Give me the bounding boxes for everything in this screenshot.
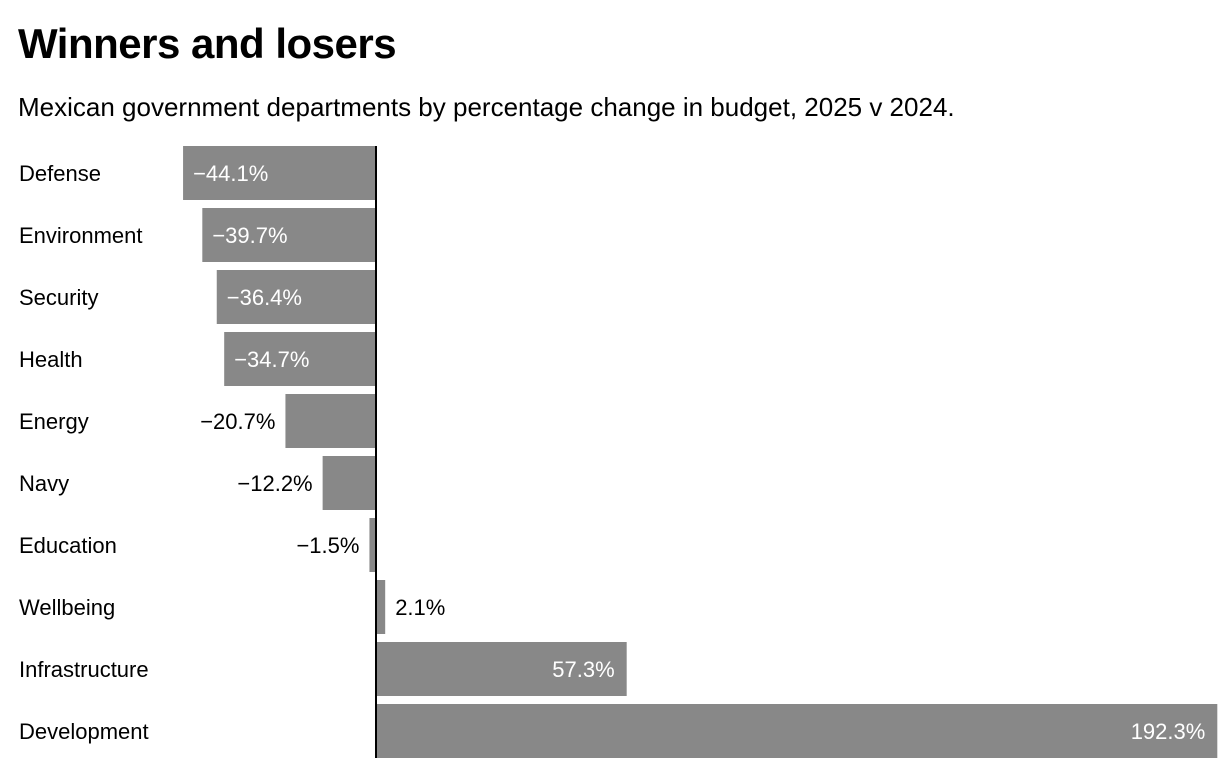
bar xyxy=(322,456,376,510)
bar-row: Navy −12.2% xyxy=(19,456,376,510)
category-label: Security xyxy=(19,285,98,310)
chart-subtitle: Mexican government departments by percen… xyxy=(18,92,955,122)
bar xyxy=(183,146,376,200)
value-label: 57.3% xyxy=(552,657,614,682)
bar xyxy=(285,394,376,448)
bar xyxy=(224,332,376,386)
bar-row: Development 192.3% xyxy=(19,704,1218,758)
value-label: −39.7% xyxy=(212,223,287,248)
bar-row: Wellbeing 2.1% xyxy=(19,580,445,634)
bar-row: Security −36.4% xyxy=(19,270,376,324)
value-label: 192.3% xyxy=(1131,719,1206,744)
category-label: Navy xyxy=(19,471,69,496)
bar-row: Health −34.7% xyxy=(19,332,376,386)
category-label: Infrastructure xyxy=(19,657,149,682)
category-label: Wellbeing xyxy=(19,595,115,620)
value-label: −36.4% xyxy=(227,285,302,310)
chart-title: Winners and losers xyxy=(18,20,397,67)
bar-row: Education −1.5% xyxy=(19,518,376,572)
value-label: −20.7% xyxy=(200,409,275,434)
value-label: 2.1% xyxy=(395,595,445,620)
bar-row: Infrastructure 57.3% xyxy=(19,642,627,696)
value-label: −1.5% xyxy=(296,533,359,558)
value-label: −12.2% xyxy=(237,471,312,496)
category-label: Defense xyxy=(19,161,101,186)
bar xyxy=(216,270,376,324)
bar xyxy=(376,704,1218,758)
bar xyxy=(202,208,376,262)
bar-row: Energy −20.7% xyxy=(19,394,376,448)
bar xyxy=(376,580,386,634)
bar-row: Environment −39.7% xyxy=(19,208,376,262)
value-label: −34.7% xyxy=(234,347,309,372)
category-label: Development xyxy=(19,719,149,744)
bar-row: Defense −44.1% xyxy=(19,146,376,200)
value-label: −44.1% xyxy=(193,161,268,186)
bar xyxy=(369,518,376,572)
category-label: Education xyxy=(19,533,117,558)
category-label: Environment xyxy=(19,223,143,248)
category-label: Energy xyxy=(19,409,89,434)
bar xyxy=(376,642,627,696)
category-label: Health xyxy=(19,347,83,372)
